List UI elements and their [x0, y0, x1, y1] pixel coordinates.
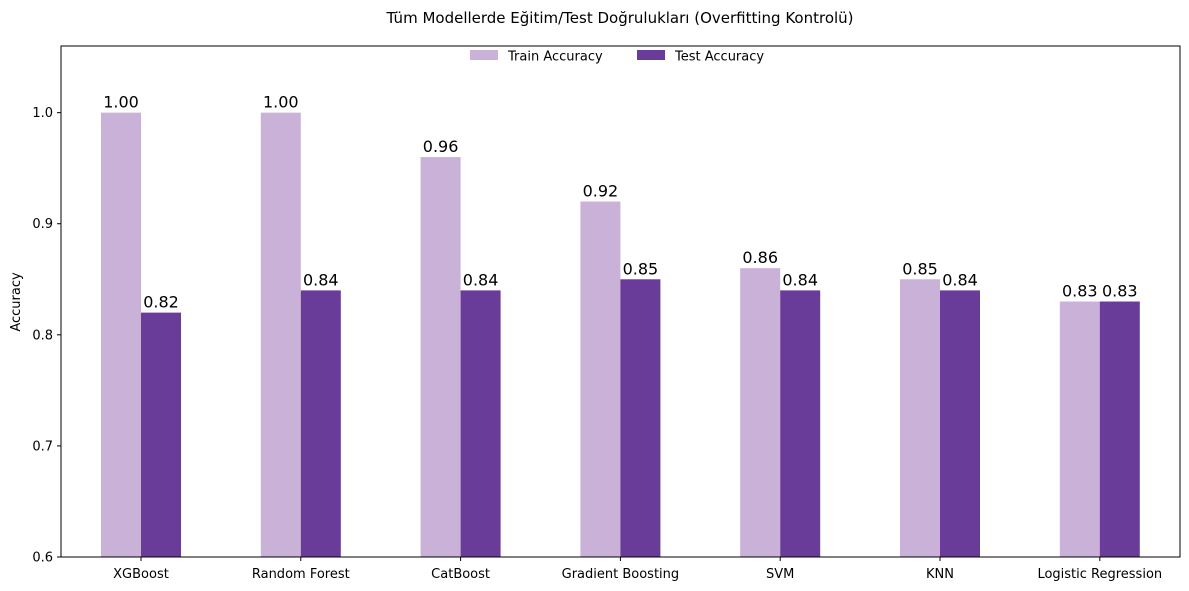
- x-tick-label-knn: KNN: [926, 567, 954, 582]
- bar-test-accuracy-knn: [940, 290, 980, 557]
- x-tick-label-gradient-boosting: Gradient Boosting: [562, 567, 680, 582]
- data-label-test-accuracy-random-forest: 0.84: [303, 270, 339, 289]
- data-label-train-accuracy-xgboost: 1.00: [103, 93, 139, 112]
- bar-labels-group: 1.000.821.000.840.960.840.920.850.860.84…: [103, 93, 1137, 312]
- x-axis-ticks: XGBoost Random Forest CatBoost Gradient Boo…: [113, 557, 1162, 582]
- x-tick-label-catboost: CatBoost: [431, 567, 490, 582]
- data-label-train-accuracy-gradient-boosting: 0.92: [583, 182, 619, 201]
- data-label-test-accuracy-gradient-boosting: 0.85: [623, 259, 659, 278]
- bars-group: [101, 112, 1140, 558]
- x-tick-label-svm: SVM: [766, 567, 794, 582]
- legend-swatch-test-accuracy: [637, 50, 665, 60]
- x-tick-label-logistic-regression: Logistic Regression: [1037, 567, 1162, 582]
- x-tick-label-xgboost: XGBoost: [113, 567, 169, 582]
- x-tick-label-random-forest: Random Forest: [252, 567, 350, 582]
- y-tick-label: 0.7: [32, 439, 53, 454]
- data-label-test-accuracy-svm: 0.84: [782, 270, 818, 289]
- legend-swatch-train-accuracy: [470, 50, 498, 60]
- bar-test-accuracy-svm: [780, 290, 821, 557]
- bar-test-accuracy-xgboost: [141, 312, 181, 557]
- bar-test-accuracy-gradient-boosting: [620, 279, 661, 557]
- bar-train-accuracy-gradient-boosting: [580, 201, 621, 558]
- plot-frame: [60, 45, 1181, 558]
- y-tick-label: 0.8: [32, 328, 53, 343]
- bar-test-accuracy-logistic-regression: [1099, 301, 1140, 557]
- data-label-test-accuracy-xgboost: 0.82: [143, 293, 179, 312]
- data-label-train-accuracy-svm: 0.86: [742, 248, 778, 267]
- legend-label-train-accuracy: Train Accuracy: [507, 50, 603, 65]
- bar-train-accuracy-xgboost: [101, 112, 141, 558]
- bar-train-accuracy-random-forest: [260, 112, 301, 558]
- bar-train-accuracy-knn: [900, 279, 940, 557]
- data-label-train-accuracy-knn: 0.85: [902, 259, 938, 278]
- chart-title: Tüm Modellerde Eğitim/Test Doğrulukları …: [385, 9, 853, 27]
- y-tick-label: 1.0: [32, 106, 53, 121]
- data-label-train-accuracy-catboost: 0.96: [423, 137, 459, 156]
- legend: Train Accuracy Test Accuracy: [470, 50, 764, 65]
- legend-label-test-accuracy: Test Accuracy: [674, 50, 764, 65]
- bar-test-accuracy-random-forest: [300, 290, 341, 557]
- y-axis-ticks: 0.6 0.7 0.8 0.9 1.0: [32, 106, 61, 566]
- y-axis-label: Accuracy: [9, 272, 24, 332]
- bar-train-accuracy-catboost: [420, 157, 461, 557]
- bar-test-accuracy-catboost: [460, 290, 501, 557]
- bar-train-accuracy-svm: [740, 268, 781, 557]
- data-label-test-accuracy-knn: 0.84: [942, 270, 978, 289]
- data-label-train-accuracy-random-forest: 1.00: [263, 93, 299, 112]
- bar-train-accuracy-logistic-regression: [1059, 301, 1100, 557]
- data-label-test-accuracy-catboost: 0.84: [463, 270, 499, 289]
- y-tick-label: 0.6: [32, 551, 53, 566]
- y-tick-label: 0.9: [32, 217, 53, 232]
- data-label-test-accuracy-logistic-regression: 0.83: [1102, 282, 1138, 301]
- data-label-train-accuracy-logistic-regression: 0.83: [1062, 282, 1098, 301]
